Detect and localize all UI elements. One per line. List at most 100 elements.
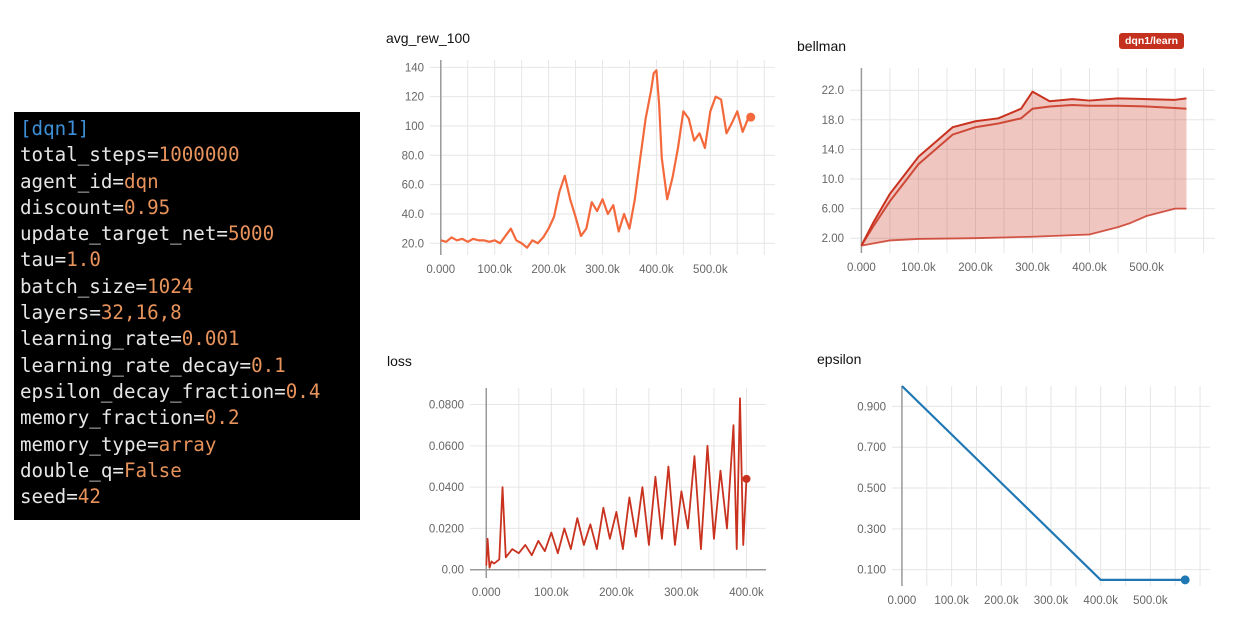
y-tick-label: 0.0400 xyxy=(429,482,464,494)
series-line-avg-rew xyxy=(440,69,752,249)
chart-epsilon[interactable]: 0.100 0.300 0.500 0.700 0.900 0.000 100.0k 200.… xyxy=(830,378,1220,618)
x-tick-label: 300.0k xyxy=(1015,262,1050,274)
config-line: tau=1.0 xyxy=(20,247,360,273)
config-params: total_steps=1000000 agent_id=dqn discount=… xyxy=(20,142,360,510)
config-value: 1000000 xyxy=(158,143,240,167)
config-key: epsilon_decay_fraction xyxy=(20,379,275,403)
config-key: discount xyxy=(20,195,113,219)
config-value: array xyxy=(158,432,217,456)
y-tick-label: 0.0800 xyxy=(429,400,464,412)
config-key: tau xyxy=(20,248,55,272)
config-line: epsilon_decay_fraction=0.4 xyxy=(20,379,360,405)
series-line-bellman-mean xyxy=(860,103,1187,247)
config-equals: = xyxy=(274,379,286,403)
y-tick-label: 60.0 xyxy=(402,180,424,192)
config-value: 0.1 xyxy=(251,353,286,377)
config-key: learning_rate xyxy=(20,327,171,351)
x-tick-label: 200.0k xyxy=(958,262,993,274)
x-tick-label: 100.0k xyxy=(901,262,936,274)
x-tick-label: 400.0k xyxy=(729,587,764,599)
x-tick-label: 0.000 xyxy=(888,595,917,607)
config-value: False xyxy=(123,458,182,482)
config-line: seed=42 xyxy=(20,484,360,510)
y-tick-label: 6.00 xyxy=(822,204,844,216)
series-band-bellman xyxy=(861,91,1187,246)
config-key: memory_fraction xyxy=(20,406,194,430)
x-tick-label: 0.000 xyxy=(472,587,501,599)
y-tick-label: 10.0 xyxy=(822,174,844,186)
series-line-loss xyxy=(485,397,748,569)
y-tick-label: 2.00 xyxy=(822,233,844,245)
config-value: 0.4 xyxy=(285,379,321,403)
series-endpoint xyxy=(742,474,751,483)
config-equals: = xyxy=(112,169,124,193)
series-line-epsilon xyxy=(901,385,1186,581)
y-tick-label: 18.0 xyxy=(822,115,844,127)
config-value: 32,16,8 xyxy=(100,301,182,325)
config-equals: = xyxy=(216,222,228,246)
config-line: batch_size=1024 xyxy=(20,274,360,300)
config-line: learning_rate_decay=0.1 xyxy=(20,353,360,379)
y-tick-label: 40.0 xyxy=(402,209,424,221)
x-tick-label: 200.0k xyxy=(984,595,1019,607)
x-tick-label: 400.0k xyxy=(1072,262,1107,274)
chart-title-loss: loss xyxy=(387,353,412,369)
config-value: 5000 xyxy=(227,222,275,246)
config-equals: = xyxy=(66,485,78,509)
config-equals: = xyxy=(239,353,252,377)
config-key: agent_id xyxy=(20,169,113,193)
series-endpoint xyxy=(1180,575,1190,585)
config-value: dqn xyxy=(123,169,159,193)
config-equals: = xyxy=(147,432,159,456)
chart-bellman[interactable]: 2.00 6.00 10.0 14.0 18.0 22.0 0.000 100.0k 200.0… xyxy=(800,60,1220,290)
x-tick-label: 200.0k xyxy=(599,587,634,599)
config-key: update_target_net xyxy=(20,222,217,246)
y-tick-label: 20.0 xyxy=(402,238,424,250)
x-tick-label: 300.0k xyxy=(1034,595,1069,607)
y-tick-label: 0.700 xyxy=(857,442,886,454)
config-line: double_q=False xyxy=(20,458,360,484)
config-equals: = xyxy=(147,143,159,167)
config-value: 0.001 xyxy=(181,327,240,351)
config-panel: [dqn1] total_steps=1000000 agent_id=dqn di… xyxy=(14,112,360,520)
config-line: total_steps=1000000 xyxy=(20,142,360,168)
series-line-bellman-max xyxy=(860,90,1187,247)
config-key: learning_rate_decay xyxy=(20,353,240,377)
config-equals: = xyxy=(89,301,101,325)
config-line: layers=32,16,8 xyxy=(20,300,360,326)
x-tick-label: 400.0k xyxy=(639,264,674,276)
y-tick-label: 0.0600 xyxy=(429,441,464,453)
chart-title-avg-rew-100: avg_rew_100 xyxy=(386,30,471,46)
config-equals: = xyxy=(112,195,124,219)
config-equals: = xyxy=(170,327,182,351)
x-tick-label: 200.0k xyxy=(531,264,566,276)
chart-loss[interactable]: 0.00 0.0200 0.0400 0.0600 0.0800 0.000 100.0k 2… xyxy=(400,380,780,620)
chart-title-bellman: bellman xyxy=(797,38,847,54)
config-line: agent_id=dqn xyxy=(20,169,360,195)
config-equals: = xyxy=(135,274,148,298)
series-endpoint xyxy=(746,112,756,122)
x-tick-label: 300.0k xyxy=(585,264,620,276)
y-tick-label: 100 xyxy=(405,121,424,133)
series-line-bellman-min xyxy=(861,207,1187,247)
x-tick-label: 500.0k xyxy=(1133,595,1168,607)
config-key: batch_size xyxy=(20,274,136,298)
y-tick-label: 140 xyxy=(405,62,424,74)
config-key: layers xyxy=(20,301,90,325)
x-tick-label: 0.000 xyxy=(426,264,455,276)
config-value: 0.2 xyxy=(204,406,240,430)
y-tick-label: 0.900 xyxy=(857,401,886,413)
chart-avg-rew-100[interactable]: 20.0 40.0 60.0 80.0 100 120 140 0.000 100.0k 200.… xyxy=(380,50,780,290)
x-tick-label: 100.0k xyxy=(534,587,569,599)
y-tick-label: 0.0200 xyxy=(429,523,464,535)
config-line: discount=0.95 xyxy=(20,195,360,221)
config-line: memory_fraction=0.2 xyxy=(20,405,360,431)
y-tick-label: 80.0 xyxy=(402,150,424,162)
x-tick-label: 0.000 xyxy=(847,262,876,274)
config-line: update_target_net=5000 xyxy=(20,221,360,247)
x-tick-label: 100.0k xyxy=(477,264,512,276)
chart-title-epsilon: epsilon xyxy=(817,351,862,367)
config-key: memory_type xyxy=(20,432,148,456)
config-equals: = xyxy=(112,458,124,482)
y-tick-label: 0.100 xyxy=(857,565,886,577)
